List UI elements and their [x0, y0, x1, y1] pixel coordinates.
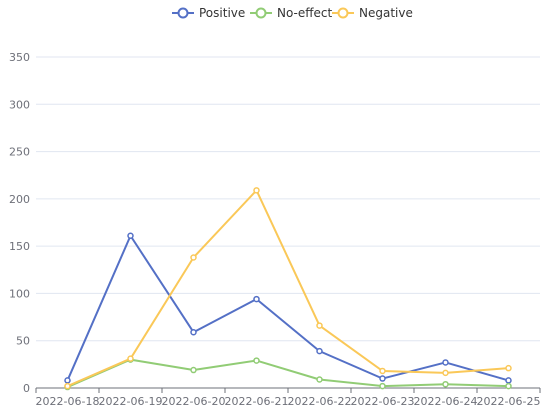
x-tick-label: 2022-06-20 [162, 395, 226, 408]
x-tick-label: 2022-06-23 [351, 395, 415, 408]
legend-item-negative: Negative [332, 6, 413, 20]
legend-label: Positive [199, 6, 245, 20]
legend-item-positive: Positive [172, 6, 245, 20]
series-line [67, 358, 509, 388]
legend-item-no-effect: No-effect [250, 6, 333, 20]
data-point [505, 377, 512, 384]
data-point [505, 364, 512, 372]
data-point [253, 295, 260, 303]
y-tick-label: 250 [9, 146, 30, 159]
data-point [127, 355, 134, 362]
data-point [505, 382, 512, 390]
data-point [442, 380, 449, 388]
legend-marker-icon [255, 7, 267, 19]
data-point [64, 382, 71, 390]
gridlines [36, 56, 540, 342]
data-point [316, 347, 323, 355]
legend-label: Negative [359, 6, 413, 20]
x-tick-label: 2022-06-19 [99, 395, 163, 408]
data-point [442, 369, 449, 377]
y-tick-label: 350 [9, 51, 30, 64]
legend-marker-icon [337, 7, 349, 19]
series-line [66, 234, 509, 382]
data-point [442, 359, 449, 366]
y-tick-label: 0 [23, 382, 30, 395]
y-tick-label: 100 [9, 287, 30, 300]
data-point [253, 357, 260, 364]
data-point [190, 328, 197, 336]
y-axis: 0 50 100 150 200 250 300 350 [9, 51, 30, 395]
legend-label: No-effect [277, 6, 333, 20]
data-point [379, 367, 386, 375]
x-tick-label: 2022-06-18 [36, 395, 100, 408]
legend: Positive No-effect Negative [172, 6, 413, 20]
data-point [190, 366, 197, 374]
data-point [316, 322, 323, 329]
y-tick-label: 50 [16, 335, 30, 348]
data-point [379, 375, 386, 382]
series-negative [64, 187, 512, 390]
y-tick-label: 150 [9, 240, 30, 253]
x-axis: 2022-06-18 2022-06-19 2022-06-20 2022-06-21… [35, 387, 541, 408]
x-tick-label: 2022-06-24 [414, 395, 478, 408]
data-point [190, 254, 197, 261]
series-line [67, 189, 509, 388]
series-group [64, 187, 512, 391]
x-tick-label: 2022-06-22 [288, 395, 352, 408]
data-point [127, 232, 134, 239]
data-point [253, 187, 260, 194]
x-tick-label: 2022-06-25 [477, 395, 541, 408]
data-point [316, 376, 323, 383]
x-tick-label: 2022-06-21 [225, 395, 289, 408]
y-tick-label: 200 [9, 193, 30, 206]
data-point [64, 377, 71, 384]
data-point [379, 382, 386, 390]
y-tick-label: 300 [9, 98, 30, 111]
legend-marker-icon [177, 7, 189, 19]
